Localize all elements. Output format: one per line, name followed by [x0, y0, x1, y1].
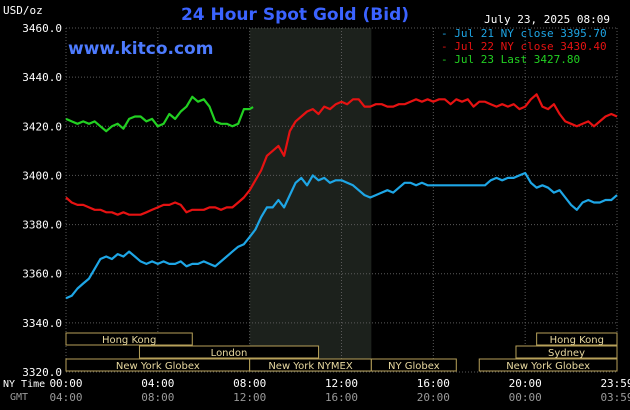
- x-axis-label-gmt: GMT: [10, 392, 28, 403]
- series-line-jul23: [65, 95, 254, 133]
- market-hours-shade: [249, 28, 372, 372]
- y-tick-label: 3400.0: [22, 169, 62, 182]
- x-axis-label-ny: NY Time: [3, 379, 45, 390]
- y-tick-label: 3320.0: [22, 366, 62, 379]
- x-tick-label-ny: 04:00: [141, 377, 174, 390]
- y-tick-label: 3360.0: [22, 268, 62, 281]
- site-url: www.kitco.com: [68, 39, 213, 59]
- session-label: New York Globex: [506, 361, 590, 372]
- x-tick-label-ny: 00:00: [49, 377, 82, 390]
- session-label: Hong Kong: [102, 335, 156, 346]
- legend-entry: - Jul 22 NY close 3430.40: [441, 40, 607, 53]
- session-label: NY Globex: [388, 361, 440, 372]
- x-tick-label-ny: 23:59: [600, 377, 630, 390]
- y-axis-ticks: 3320.0 3340.0 3360.0 3380.0 3400.0 3420.0 3440…: [22, 22, 62, 379]
- x-tick-label-gmt: 20:00: [417, 391, 450, 404]
- y-tick-label: 3440.0: [22, 71, 62, 84]
- x-tick-label-gmt: 08:00: [141, 391, 174, 404]
- unit-label: USD/oz: [3, 4, 43, 17]
- timestamp: July 23, 2025 08:09: [484, 13, 610, 26]
- y-tick-label: 3340.0: [22, 317, 62, 330]
- legend: - Jul 21 NY close 3395.70- Jul 22 NY clo…: [441, 27, 607, 66]
- x-tick-label-ny: 16:00: [417, 377, 450, 390]
- x-tick-label-gmt: 00:00: [509, 391, 542, 404]
- y-tick-label: 3460.0: [22, 22, 62, 35]
- session-label: New York NYMEX: [268, 361, 353, 372]
- price-series: [65, 93, 618, 300]
- session-bar: [515, 345, 618, 359]
- y-tick-label: 3380.0: [22, 219, 62, 232]
- grid-lines: [65, 27, 618, 373]
- x-tick-label-gmt: 16:00: [325, 391, 358, 404]
- x-tick-label-gmt: 04:00: [49, 391, 82, 404]
- series-line-jul21: [65, 171, 618, 300]
- x-tick-label-ny: 12:00: [325, 377, 358, 390]
- x-tick-label-ny: 08:00: [233, 377, 266, 390]
- session-bar: [65, 332, 193, 346]
- trading-sessions: Hong Kong London New York Globex New York N…: [65, 332, 618, 372]
- session-label: London: [211, 348, 248, 359]
- session-label: New York Globex: [116, 361, 200, 372]
- legend-entry: - Jul 21 NY close 3395.70: [441, 27, 607, 40]
- session-label: Sydney: [548, 348, 585, 359]
- session-bar: [478, 358, 618, 372]
- series-line-jul22: [65, 93, 618, 216]
- x-axis-ticks: 00:0004:0004:0008:0008:0012:0012:0016:00…: [3, 377, 630, 404]
- y-tick-label: 3420.0: [22, 120, 62, 133]
- x-tick-label-ny: 20:00: [509, 377, 542, 390]
- x-tick-label-gmt: 03:59: [600, 391, 630, 404]
- x-tick-label-gmt: 12:00: [233, 391, 266, 404]
- session-bar: [138, 345, 320, 359]
- session-bar: [370, 358, 457, 372]
- chart-title: 24 Hour Spot Gold (Bid): [181, 5, 409, 25]
- session-label: Hong Kong: [550, 335, 604, 346]
- legend-entry: - Jul 23 Last 3427.80: [441, 53, 580, 66]
- session-bar: [536, 332, 618, 346]
